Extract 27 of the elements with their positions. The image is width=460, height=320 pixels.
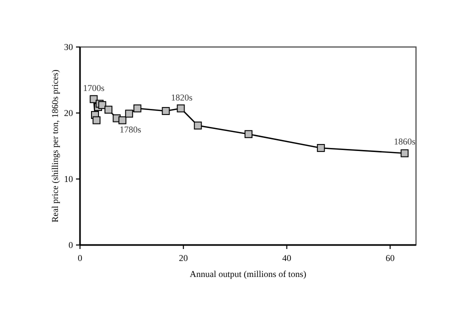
x-axis-title: Annual output (millions of tons) (190, 269, 306, 279)
annotation: 1860s (394, 136, 416, 146)
annotation: 1700s (82, 83, 105, 94)
x-tick-label: 40 (282, 253, 292, 263)
point (316, 144, 325, 152)
y-axis-title: Real price (shillings per ton, 1860s prices) (50, 70, 60, 222)
point (400, 149, 409, 158)
point (98, 101, 106, 110)
point (125, 110, 134, 118)
point (244, 130, 252, 138)
x-tick-label: 20 (178, 253, 188, 263)
y-tick-label: 30 (64, 42, 74, 52)
annotation: 1820s (171, 92, 194, 102)
y-tick-label: 10 (64, 174, 74, 184)
point (118, 116, 126, 124)
x-tick-label: 60 (386, 253, 396, 263)
y-tick-label: 0 (68, 240, 74, 250)
point (176, 104, 185, 112)
point (104, 106, 112, 114)
point (92, 116, 100, 124)
point (194, 122, 202, 130)
y-tick-label: 20 (64, 108, 74, 118)
point (162, 107, 170, 115)
point (90, 95, 98, 104)
point (133, 104, 142, 112)
annotation: 1780s (120, 124, 142, 134)
x-tick-label: 0 (78, 253, 83, 263)
